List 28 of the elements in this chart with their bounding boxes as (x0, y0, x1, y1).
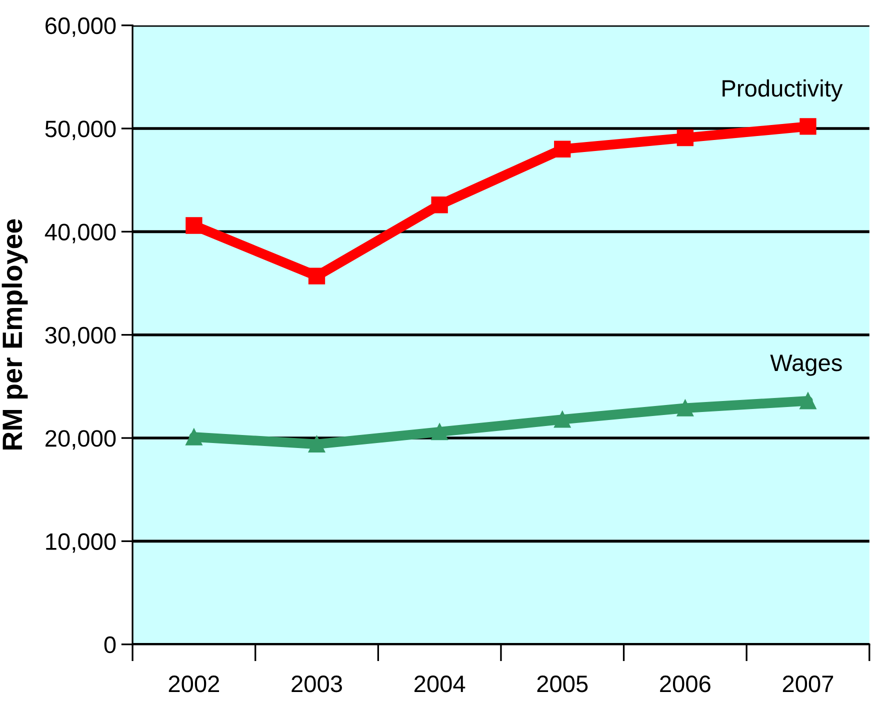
point (554, 411, 571, 428)
x-tick-label: 2005 (537, 676, 588, 692)
y-axis-title: RM per Employee (2, 219, 28, 450)
y-tick-label: 0 (104, 636, 116, 654)
point (800, 392, 816, 410)
y-tick-label: 30,000 (45, 326, 116, 346)
x-tick-label: 2002 (168, 676, 220, 692)
y-tick-label: 60,000 (46, 17, 116, 37)
series-label: Productivity (722, 79, 843, 102)
point (431, 423, 448, 440)
y-tick-label: 10,000 (46, 533, 116, 553)
x-tick-label: 2004 (414, 676, 466, 692)
point (431, 196, 448, 214)
point (186, 217, 202, 234)
point (676, 400, 694, 416)
point (676, 129, 694, 146)
series-label: Wages (770, 354, 842, 376)
y-tick-label: 50,000 (45, 120, 116, 140)
point (554, 140, 571, 158)
point (308, 436, 326, 453)
x-tick-label: 2003 (292, 676, 342, 692)
point (308, 268, 326, 284)
x-tick-label: 2006 (660, 676, 710, 692)
y-tick-label: 40,000 (44, 224, 116, 244)
point (800, 118, 816, 135)
y-tick-label: 20,000 (46, 430, 116, 450)
x-tick-label: 2007 (782, 676, 834, 692)
point (186, 428, 202, 446)
